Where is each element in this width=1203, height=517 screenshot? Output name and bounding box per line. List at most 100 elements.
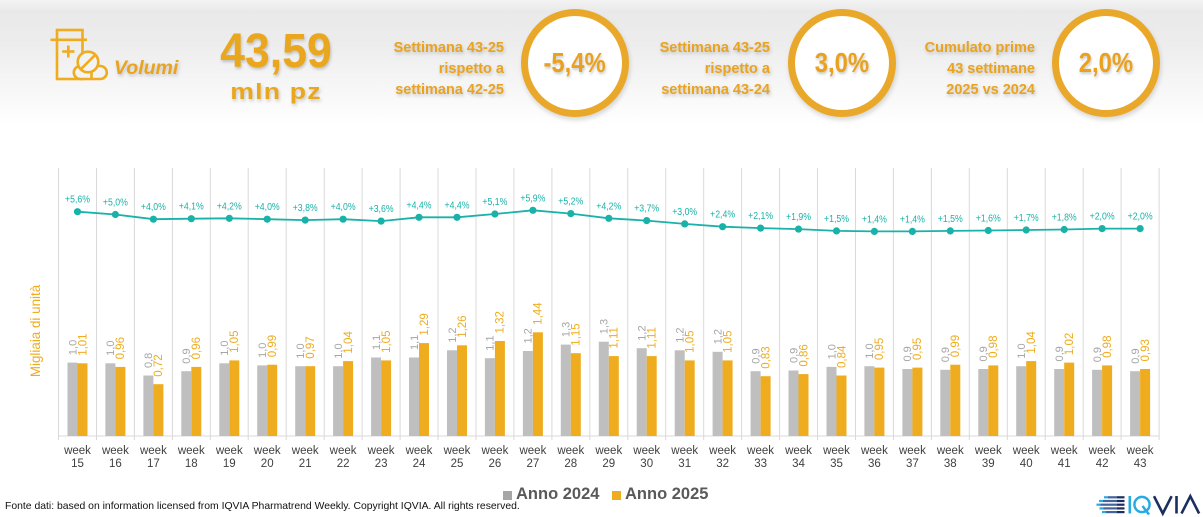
svg-text:1,3: 1,3 [561,322,573,337]
svg-text:36: 36 [868,458,881,470]
svg-text:1,0: 1,0 [105,341,117,356]
svg-text:+2,0%: +2,0% [1090,212,1115,223]
svg-text:+4,4%: +4,4% [445,200,470,211]
svg-text:week: week [329,445,357,457]
svg-text:0,86: 0,86 [798,344,810,366]
svg-text:40: 40 [1020,458,1033,470]
svg-text:0,8: 0,8 [143,353,155,368]
svg-text:30: 30 [640,458,653,470]
svg-text:23: 23 [375,458,388,470]
svg-text:+1,5%: +1,5% [938,214,963,225]
svg-text:+2,1%: +2,1% [748,211,773,222]
svg-text:week: week [139,445,167,457]
svg-text:1,44: 1,44 [533,302,545,325]
svg-text:week: week [253,445,281,457]
svg-text:1,05: 1,05 [722,331,734,353]
svg-text:0,95: 0,95 [912,338,924,360]
svg-text:0,9: 0,9 [1092,347,1104,362]
svg-text:38: 38 [944,458,957,470]
svg-text:+4,2%: +4,2% [217,201,242,212]
svg-text:1,1: 1,1 [371,335,383,350]
svg-text:15: 15 [71,458,84,470]
svg-text:week: week [708,445,736,457]
svg-text:24: 24 [413,458,426,470]
svg-text:week: week [215,445,243,457]
svg-text:week: week [632,445,660,457]
svg-text:34: 34 [792,458,805,470]
svg-text:0,9: 0,9 [940,347,952,362]
svg-text:16: 16 [109,458,122,470]
svg-text:+1,9%: +1,9% [786,212,811,223]
svg-text:39: 39 [982,458,995,470]
svg-text:0,9: 0,9 [1054,346,1066,361]
svg-text:1,1: 1,1 [485,335,497,350]
svg-text:21: 21 [299,458,312,470]
svg-text:0,93: 0,93 [1140,339,1152,361]
svg-text:31: 31 [678,458,691,470]
svg-text:1,05: 1,05 [685,331,697,353]
svg-text:+4,0%: +4,0% [141,202,166,213]
svg-text:1,0: 1,0 [295,343,307,358]
svg-text:1,15: 1,15 [571,323,583,345]
svg-text:1,2: 1,2 [447,328,459,343]
svg-text:0,98: 0,98 [1102,336,1114,358]
svg-text:+4,0%: +4,0% [255,202,280,213]
svg-text:1,0: 1,0 [219,341,231,356]
svg-text:1,05: 1,05 [229,331,241,353]
svg-text:week: week [1050,445,1078,457]
svg-text:1,2: 1,2 [523,328,535,343]
svg-text:week: week [443,445,471,457]
svg-text:1,02: 1,02 [1064,333,1076,355]
svg-text:week: week [974,445,1002,457]
svg-text:26: 26 [489,458,502,470]
svg-text:0,84: 0,84 [836,345,848,368]
svg-text:1,2: 1,2 [675,328,687,343]
svg-text:week: week [63,445,91,457]
svg-text:17: 17 [147,458,160,470]
svg-text:1,32: 1,32 [495,311,507,333]
svg-text:+5,6%: +5,6% [65,195,90,206]
svg-text:1,0: 1,0 [1016,343,1028,358]
svg-text:1,26: 1,26 [457,315,469,337]
svg-text:1,11: 1,11 [609,327,621,349]
svg-text:+2,0%: +2,0% [1128,212,1153,223]
svg-text:+5,0%: +5,0% [103,198,128,209]
svg-text:0,83: 0,83 [760,346,772,368]
svg-text:1,2: 1,2 [712,329,724,344]
svg-text:33: 33 [754,458,767,470]
svg-text:week: week [670,445,698,457]
svg-text:+5,1%: +5,1% [482,197,507,208]
svg-text:0,98: 0,98 [988,336,1000,358]
svg-text:+4,4%: +4,4% [407,200,432,211]
svg-text:0,9: 0,9 [1130,348,1142,363]
svg-text:35: 35 [830,458,843,470]
svg-text:1,0: 1,0 [826,344,838,359]
svg-text:+4,2%: +4,2% [596,201,621,212]
svg-text:week: week [405,445,433,457]
svg-text:0,9: 0,9 [978,346,990,361]
svg-text:0,72: 0,72 [153,354,165,376]
svg-text:Migliaia di unità: Migliaia di unità [28,284,43,377]
svg-text:0,95: 0,95 [874,338,886,360]
svg-text:0,96: 0,96 [115,337,127,359]
svg-text:+4,1%: +4,1% [179,202,204,213]
svg-text:32: 32 [716,458,729,470]
svg-text:27: 27 [527,458,540,470]
svg-text:+3,7%: +3,7% [634,204,659,215]
svg-text:week: week [480,445,508,457]
svg-text:28: 28 [564,458,577,470]
svg-text:+1,6%: +1,6% [976,214,1001,225]
svg-text:0,97: 0,97 [305,336,317,358]
svg-text:43: 43 [1134,458,1147,470]
svg-text:1,0: 1,0 [333,343,345,358]
svg-text:week: week [784,445,812,457]
svg-text:1,04: 1,04 [1026,331,1038,354]
svg-text:1,3: 1,3 [599,319,611,334]
svg-text:+3,6%: +3,6% [369,204,394,215]
svg-text:week: week [291,445,319,457]
svg-text:+1,4%: +1,4% [900,214,925,225]
svg-text:1,11: 1,11 [647,327,659,349]
svg-text:week: week [367,445,395,457]
svg-text:+3,0%: +3,0% [672,207,697,218]
svg-text:0,9: 0,9 [902,346,914,361]
